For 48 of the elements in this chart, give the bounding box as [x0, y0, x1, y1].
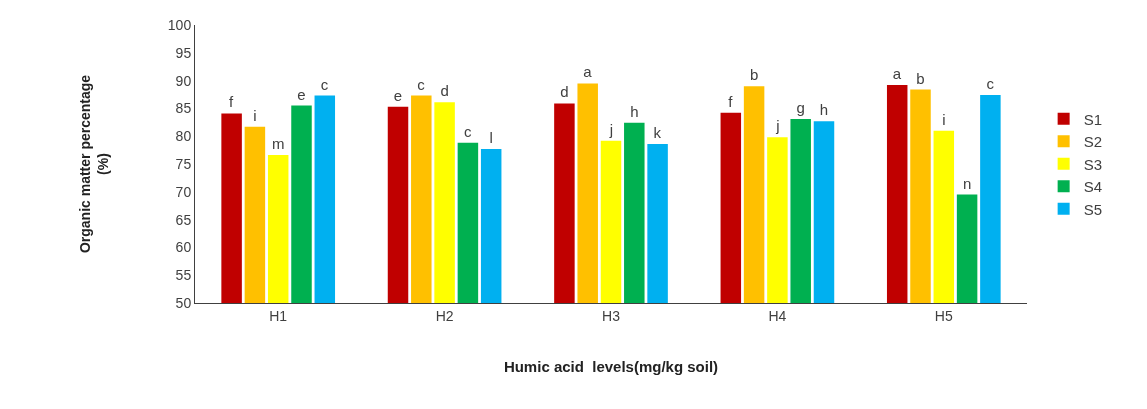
- y-tick-label: 80: [175, 128, 192, 145]
- y-tick-label: 55: [175, 267, 192, 284]
- data-label: i: [253, 106, 257, 124]
- data-label: h: [819, 101, 829, 119]
- data-label: g: [796, 98, 805, 116]
- y-tick-label: 75: [175, 155, 192, 172]
- data-label: j: [775, 117, 780, 135]
- x-tick-label: H1: [269, 307, 288, 324]
- y-axis-title: Organic matter percentage (%): [77, 74, 112, 254]
- legend-label: S3: [1083, 155, 1102, 173]
- data-label: f: [229, 93, 235, 111]
- data-label: m: [271, 135, 285, 153]
- legend-label: S1: [1083, 110, 1102, 128]
- y-tick-label: 65: [175, 211, 192, 228]
- data-label: b: [749, 66, 759, 84]
- data-label: d: [440, 82, 449, 100]
- data-label: l: [489, 128, 493, 146]
- data-label: b: [916, 69, 925, 87]
- x-tick-label: H5: [934, 307, 953, 324]
- data-label: a: [583, 63, 593, 81]
- data-label: e: [393, 86, 403, 104]
- legend-label: S5: [1083, 200, 1102, 218]
- data-label: c: [463, 122, 472, 140]
- x-axis-title: Humic acid levels(mg/kg soil): [503, 357, 719, 375]
- data-label: h: [630, 102, 639, 120]
- data-label: j: [608, 120, 614, 138]
- y-tick-label: 85: [175, 100, 192, 117]
- data-label: d: [560, 83, 569, 101]
- data-label: c: [986, 75, 995, 93]
- y-tick-label: 70: [175, 183, 192, 200]
- data-label: a: [892, 65, 902, 83]
- data-label: n: [962, 174, 972, 192]
- data-label: f: [728, 92, 734, 110]
- y-tick-label: 95: [175, 44, 192, 61]
- y-tick-label: 100: [167, 16, 192, 33]
- x-tick-label: H2: [435, 307, 454, 324]
- x-tick-label: H4: [768, 307, 787, 324]
- data-label: i: [942, 110, 946, 128]
- y-tick-label: 50: [175, 294, 192, 311]
- x-tick-label: H3: [602, 307, 621, 324]
- data-label: e: [297, 85, 306, 103]
- data-label: k: [653, 123, 662, 141]
- data-label: c: [320, 75, 329, 93]
- y-tick-label: 90: [175, 72, 192, 89]
- y-tick-label: 60: [175, 239, 192, 256]
- legend-label: S2: [1083, 133, 1102, 151]
- legend-label: S4: [1083, 178, 1102, 196]
- data-label: c: [417, 75, 426, 93]
